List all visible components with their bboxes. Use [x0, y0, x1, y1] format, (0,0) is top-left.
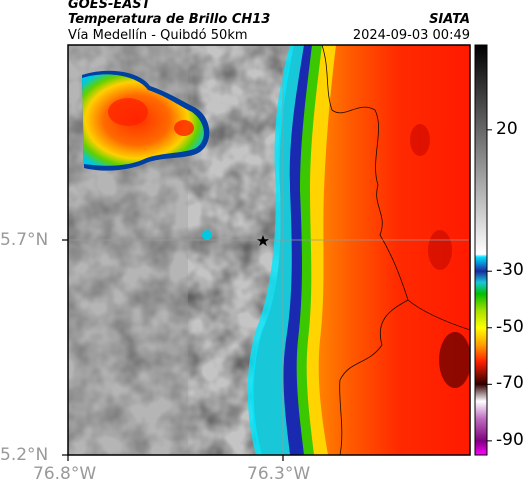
colorbar-tick-label: -90: [496, 429, 524, 450]
lat-label-lower: 5.2°N: [0, 445, 49, 465]
colorbar-tick-label: -50: [496, 316, 524, 337]
location-subtitle: Vía Medellín - Quibdó 50km: [68, 28, 248, 43]
map-frame: [67, 44, 471, 456]
lon-label-left: 76.8°W: [33, 464, 97, 484]
star-icon: [257, 235, 269, 246]
lat-label-upper: 5.7°N: [0, 230, 49, 250]
agency-title: GOES-EAST: [68, 0, 151, 12]
datetime-label: 2024-09-03 00:49: [352, 28, 470, 43]
brand-label: SIATA: [429, 12, 470, 27]
colorbar-tick-label: -70: [496, 373, 524, 394]
map-image: [68, 45, 470, 455]
product-title: Temperatura de Brillo CH13: [68, 12, 271, 27]
lon-label-right: 76.3°W: [247, 464, 311, 484]
colorbar-tick-label: 20: [496, 118, 518, 139]
colorbar: [475, 45, 487, 455]
colorbar-tick-label: -30: [496, 260, 524, 281]
